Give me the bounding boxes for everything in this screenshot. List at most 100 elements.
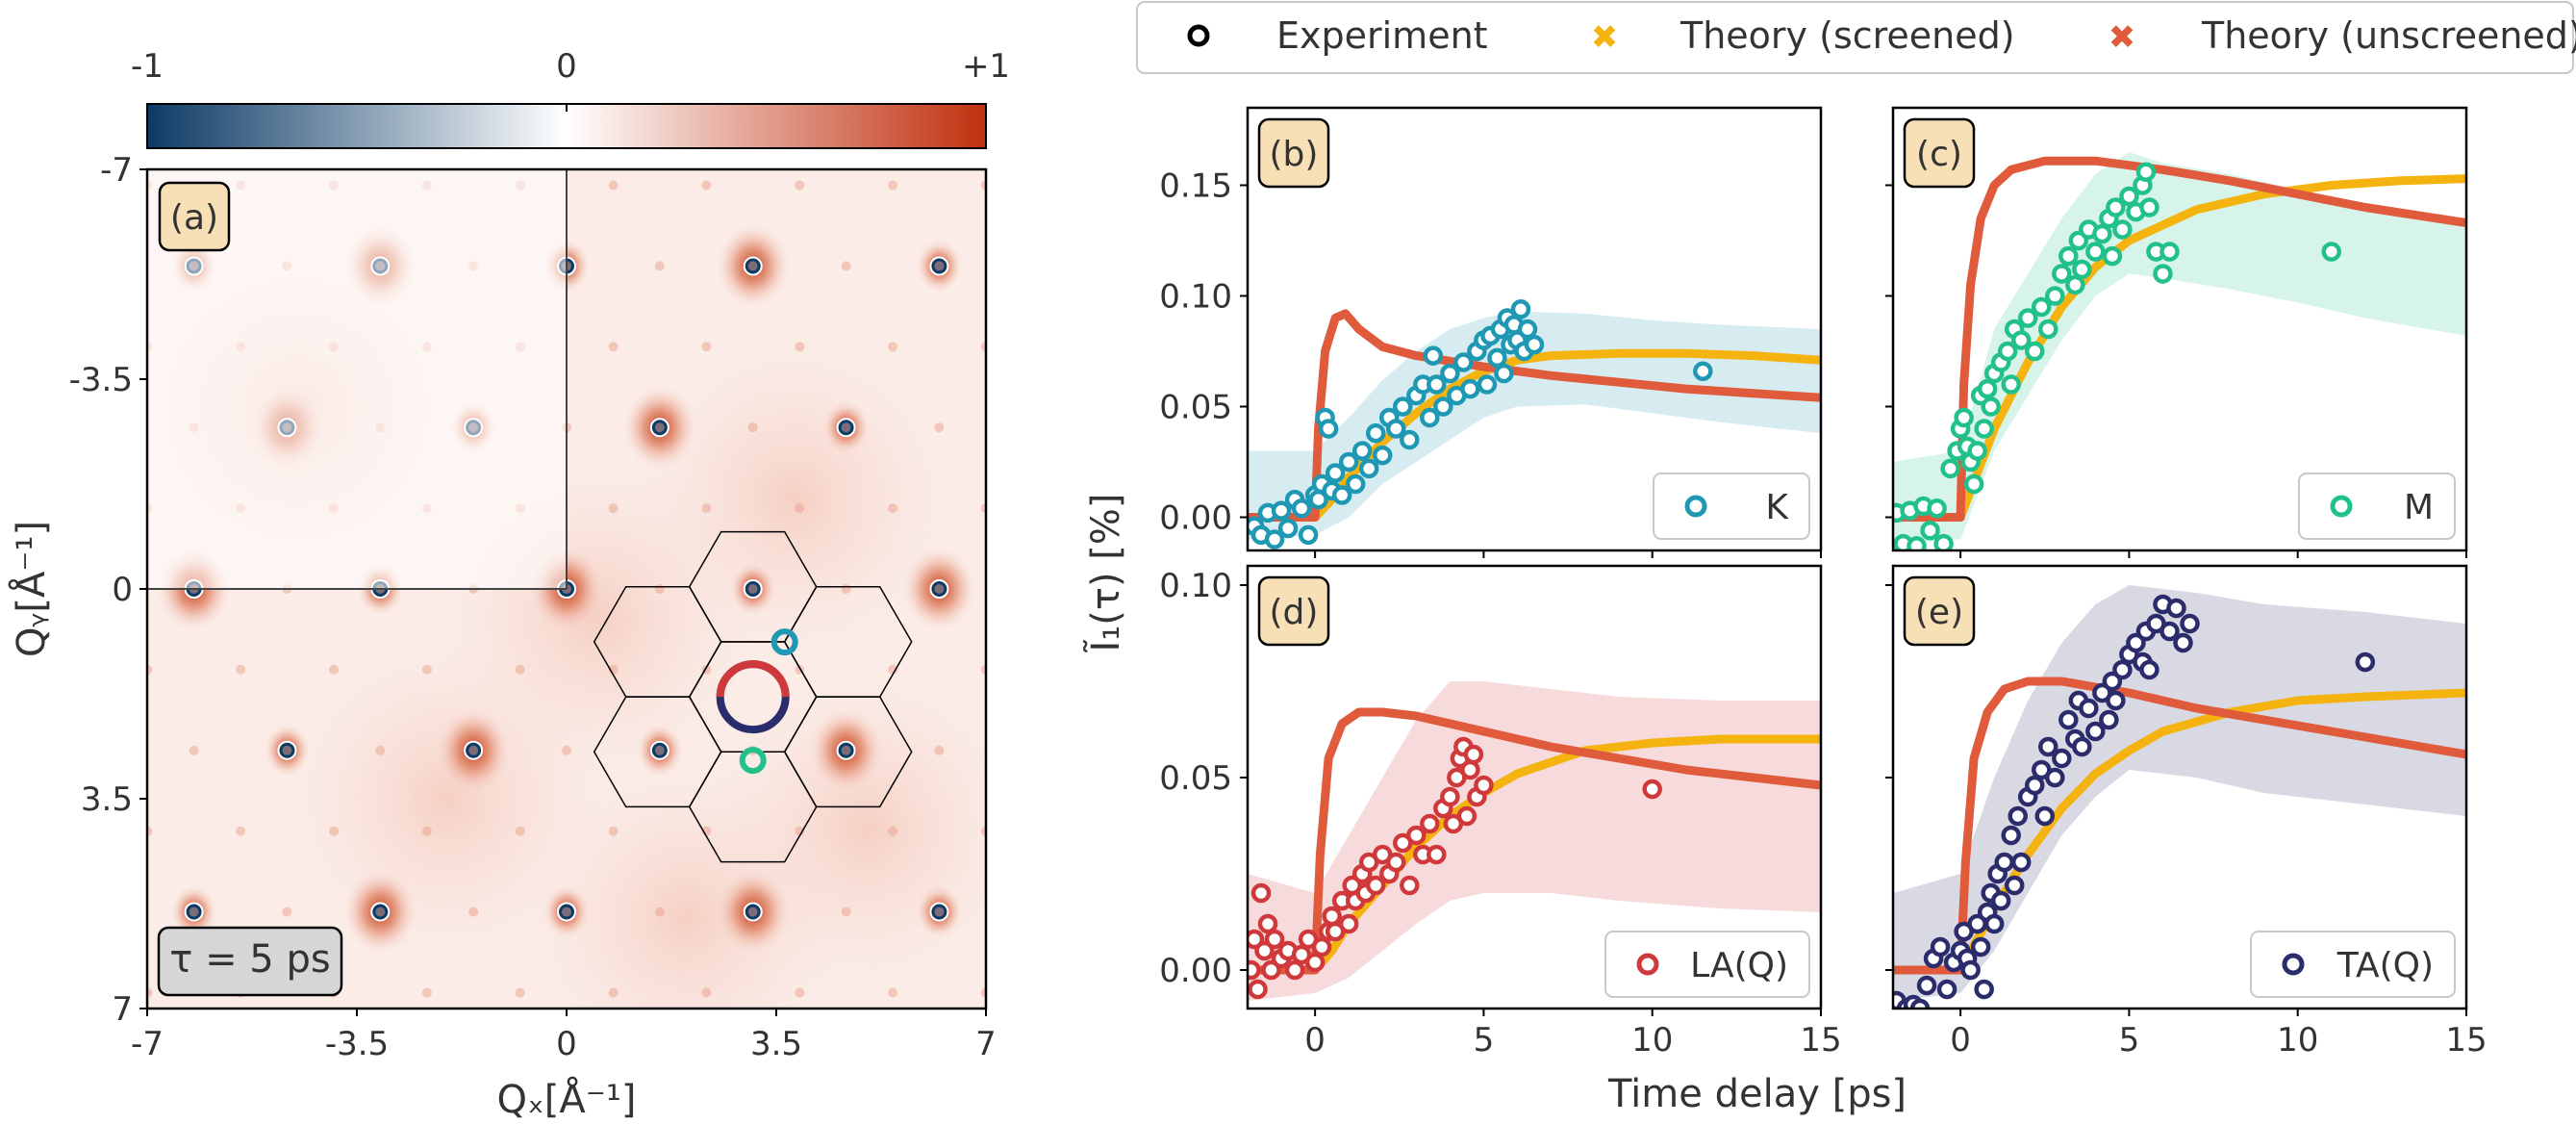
experiment-point <box>2004 875 2025 896</box>
experiment-point <box>1487 347 1507 369</box>
experiment-point <box>1250 882 1272 904</box>
x-tick-label: 0 <box>1304 1021 1326 1060</box>
diffraction-map: (a) τ = 5 ps -7 -7 -3.5 -3.5 0 0 3.5 3.5 7 7 Qₓ[Å… <box>8 151 997 1122</box>
panel-label-text: (a) <box>170 198 218 238</box>
diffuse-feature <box>795 342 805 352</box>
diffuse-feature <box>189 745 199 755</box>
experiment-point <box>1990 890 2011 911</box>
experiment-point <box>1298 524 1319 546</box>
theory-unscreened-line <box>1893 677 2466 975</box>
series-legend-label: K <box>1765 488 1789 527</box>
diffuse-feature <box>468 745 479 755</box>
diffuse-feature <box>654 745 665 755</box>
panel-label: (b) <box>1257 117 1330 189</box>
time-label-box: τ = 5 ps <box>157 926 343 997</box>
diffuse-feature <box>375 745 386 755</box>
diffuse-feature <box>282 745 292 755</box>
colorbar: -1 0 +1 <box>131 47 1010 149</box>
panel-label: (c) <box>1903 117 1976 189</box>
shared-y-axis-label: Ĩ₁(τ) [%] <box>1082 493 1128 652</box>
experiment-point <box>2102 245 2123 267</box>
experiment-point <box>1322 906 1342 927</box>
experiment-point <box>2139 197 2159 217</box>
experiment-point <box>2065 274 2085 295</box>
experiment-point <box>2085 721 2106 742</box>
experiment-point <box>2072 259 2092 280</box>
experiment-point <box>1693 361 1713 381</box>
experiment-point <box>1909 998 1931 1009</box>
diffuse-feature <box>888 180 898 191</box>
theory-screened-line <box>1893 174 2466 522</box>
x-tick-label: 0 <box>1950 1021 1971 1060</box>
experiment-point <box>1460 759 1480 780</box>
experiment-point <box>1284 959 1305 981</box>
x-tick-label: 10 <box>2277 1021 2318 1060</box>
theory-unscreened-line <box>1248 707 1821 975</box>
diffuse-feature <box>608 987 619 998</box>
experiment-point <box>1517 319 1538 340</box>
experiment-point <box>1963 473 1984 495</box>
experiment-point <box>2355 651 2376 673</box>
experiment-point <box>2008 805 2028 827</box>
la-ring-marker <box>716 660 790 698</box>
diffuse-feature <box>375 907 386 917</box>
map-y-tick-label: 0 <box>112 571 133 609</box>
map-y-tick-label: -7 <box>100 151 133 190</box>
experiment-point <box>2058 709 2079 730</box>
experiment-point <box>2052 748 2072 769</box>
diffuse-feature <box>747 261 758 271</box>
colorbar-tick-label: -1 <box>131 47 164 86</box>
experiment-point <box>1456 805 1477 827</box>
x-tick-label: 15 <box>2445 1021 2487 1060</box>
experiment-point <box>2166 598 2186 619</box>
experiment-point <box>2139 659 2159 680</box>
experiment-point <box>1400 429 1420 450</box>
x-tick-label: 10 <box>1631 1021 1673 1060</box>
panel-c: (c) M <box>1885 106 2468 558</box>
x-tick-label: 5 <box>1474 1021 1495 1060</box>
m-point-marker <box>739 747 767 775</box>
panel-d: 0 5 10 15 0.00 0.05 0.10 (d) LA(Q) <box>1159 564 1842 1060</box>
experiment-point <box>1358 458 1379 479</box>
ring-marker-icon <box>2330 495 2353 518</box>
map-x-axis-label: Qₓ[Å⁻¹] <box>497 1076 637 1122</box>
diffuse-feature <box>608 342 619 352</box>
diffuse-haze <box>630 335 958 663</box>
experiment-point <box>1460 378 1480 399</box>
experiment-point <box>2034 805 2056 827</box>
experiment-point <box>2017 308 2038 328</box>
experiment-point <box>1271 500 1292 521</box>
series-legend: M <box>2298 473 2456 540</box>
panel-label-a: (a) <box>158 181 231 252</box>
experiment-point <box>2001 825 2021 846</box>
diffuse-feature <box>934 584 945 594</box>
series-legend-label: TA(Q) <box>2336 946 2434 985</box>
experiment-point <box>1365 875 1386 896</box>
time-label: τ = 5 ps <box>169 937 330 982</box>
diffuse-feature <box>421 987 432 998</box>
experiment-point <box>1642 779 1662 800</box>
ring-marker-icon <box>1684 495 1707 518</box>
experiment-point <box>2024 775 2045 796</box>
experiment-point <box>2102 671 2123 692</box>
diffuse-feature <box>147 987 153 998</box>
experiment-point <box>1291 498 1312 519</box>
experiment-point <box>2106 197 2126 217</box>
map-y-tick-label: -3.5 <box>69 361 133 399</box>
map-y-tick-label: 7 <box>112 990 133 1029</box>
experiment-point <box>1386 419 1406 439</box>
ring-marker-icon <box>1187 24 1210 47</box>
diffuse-feature <box>888 987 898 998</box>
x-marker-icon: ✖ <box>2109 18 2136 57</box>
experiment-point <box>1427 374 1447 395</box>
experiment-point <box>1997 341 2018 362</box>
diffuse-feature <box>608 826 619 836</box>
y-tick-label: 0.10 <box>1159 278 1232 317</box>
experiment-point <box>2058 245 2079 267</box>
experiment-point <box>1318 419 1339 439</box>
series-legend-label: M <box>2404 488 2434 527</box>
diffuse-feature <box>468 907 479 917</box>
experiment-point <box>1254 940 1275 961</box>
experiment-point <box>1970 936 1991 958</box>
x-marker-icon: ✖ <box>1591 18 1619 57</box>
